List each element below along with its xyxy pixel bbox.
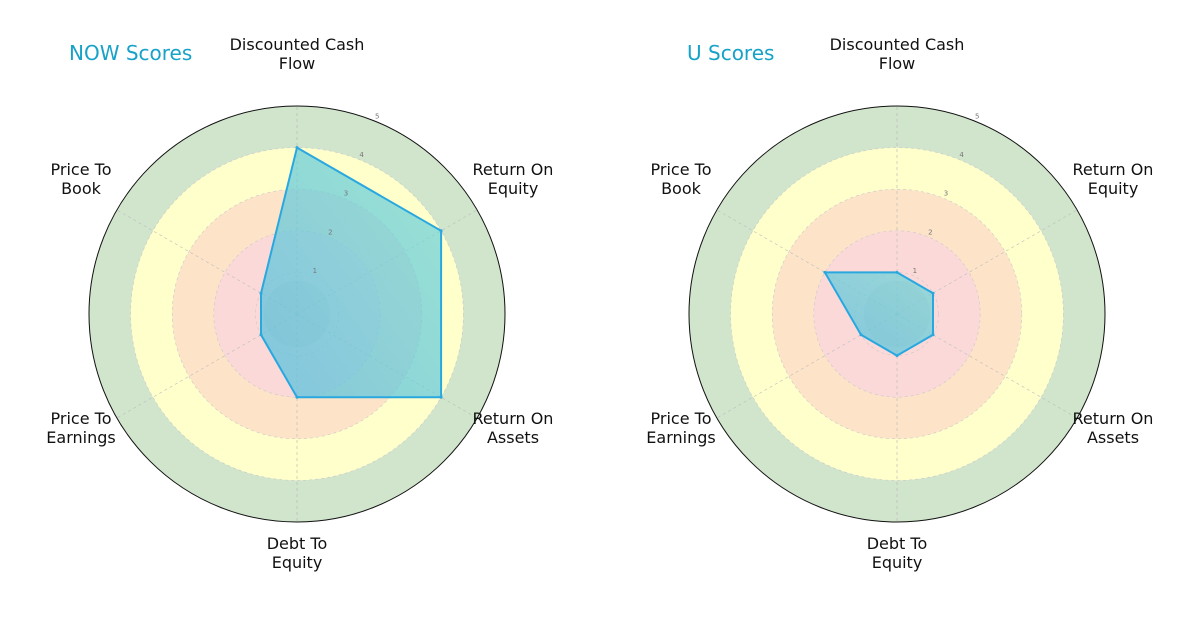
axis-label-roe: Return On Equity bbox=[1073, 160, 1154, 198]
data-point-pe bbox=[859, 333, 863, 337]
spoke-line bbox=[716, 209, 898, 315]
radar-chart-2: 1 2 3 4 5 Discounted Cash Flow Return On Equity R… bbox=[646, 35, 1153, 572]
radar-chart-1: 1 2 3 4 5 Discounted Cash Flow Return On Equity R… bbox=[46, 35, 553, 572]
data-point-pb bbox=[259, 291, 263, 295]
radial-tick-label: 5 bbox=[975, 113, 979, 121]
data-point-de bbox=[895, 354, 899, 358]
spoke-line bbox=[896, 313, 1078, 419]
radial-tick-label: 4 bbox=[359, 151, 364, 159]
data-point-de bbox=[295, 395, 299, 399]
axis-label-pe: Price To Earnings bbox=[646, 409, 715, 447]
axis-label-roe: Return On Equity bbox=[473, 160, 554, 198]
grid-ring-5 bbox=[88, 105, 506, 523]
radial-tick-label: 2 bbox=[928, 228, 932, 236]
spoke-line bbox=[116, 209, 298, 315]
radial-tick-label: 4 bbox=[959, 151, 964, 159]
radial-tick-label: 2 bbox=[328, 228, 332, 236]
axis-label-pb: Price To Book bbox=[651, 160, 712, 198]
grid-ring-2 bbox=[813, 230, 981, 398]
grid-ring-4 bbox=[130, 147, 464, 481]
axis-label-de: Debt To Equity bbox=[267, 534, 328, 572]
grid-ring-5 bbox=[688, 105, 1106, 523]
radial-tick-label: 1 bbox=[913, 267, 917, 275]
radial-tick-label: 1 bbox=[313, 267, 317, 275]
radial-tick-label: 3 bbox=[344, 190, 348, 198]
radial-tick-label: 3 bbox=[944, 190, 948, 198]
axis-label-dcf: Discounted Cash Flow bbox=[830, 35, 965, 73]
axis-label-dcf: Discounted Cash Flow bbox=[230, 35, 365, 73]
data-point-roa bbox=[931, 333, 935, 337]
axis-label-pb: Price To Book bbox=[51, 160, 112, 198]
radial-tick-label: 5 bbox=[375, 113, 379, 121]
spoke-line bbox=[896, 209, 1078, 315]
chart-title: NOW Scores bbox=[69, 41, 192, 65]
axis-label-pe: Price To Earnings bbox=[46, 409, 115, 447]
grid-ring-3 bbox=[771, 188, 1023, 440]
data-point-dcf bbox=[295, 146, 299, 150]
axis-label-roa: Return On Assets bbox=[473, 409, 554, 447]
axis-label-de: Debt To Equity bbox=[867, 534, 928, 572]
data-point-pe bbox=[259, 333, 263, 337]
data-point-roa bbox=[439, 395, 443, 399]
data-point-dcf bbox=[895, 270, 899, 274]
axis-label-roa: Return On Assets bbox=[1073, 409, 1154, 447]
spoke-line bbox=[716, 313, 898, 419]
chart-title: U Scores bbox=[687, 41, 774, 65]
grid-ring-1 bbox=[855, 272, 939, 356]
data-point-pb bbox=[823, 270, 827, 274]
data-point-roe bbox=[931, 291, 935, 295]
spoke-line bbox=[116, 313, 298, 419]
data-point-roe bbox=[439, 229, 443, 233]
grid-ring-4 bbox=[730, 147, 1064, 481]
